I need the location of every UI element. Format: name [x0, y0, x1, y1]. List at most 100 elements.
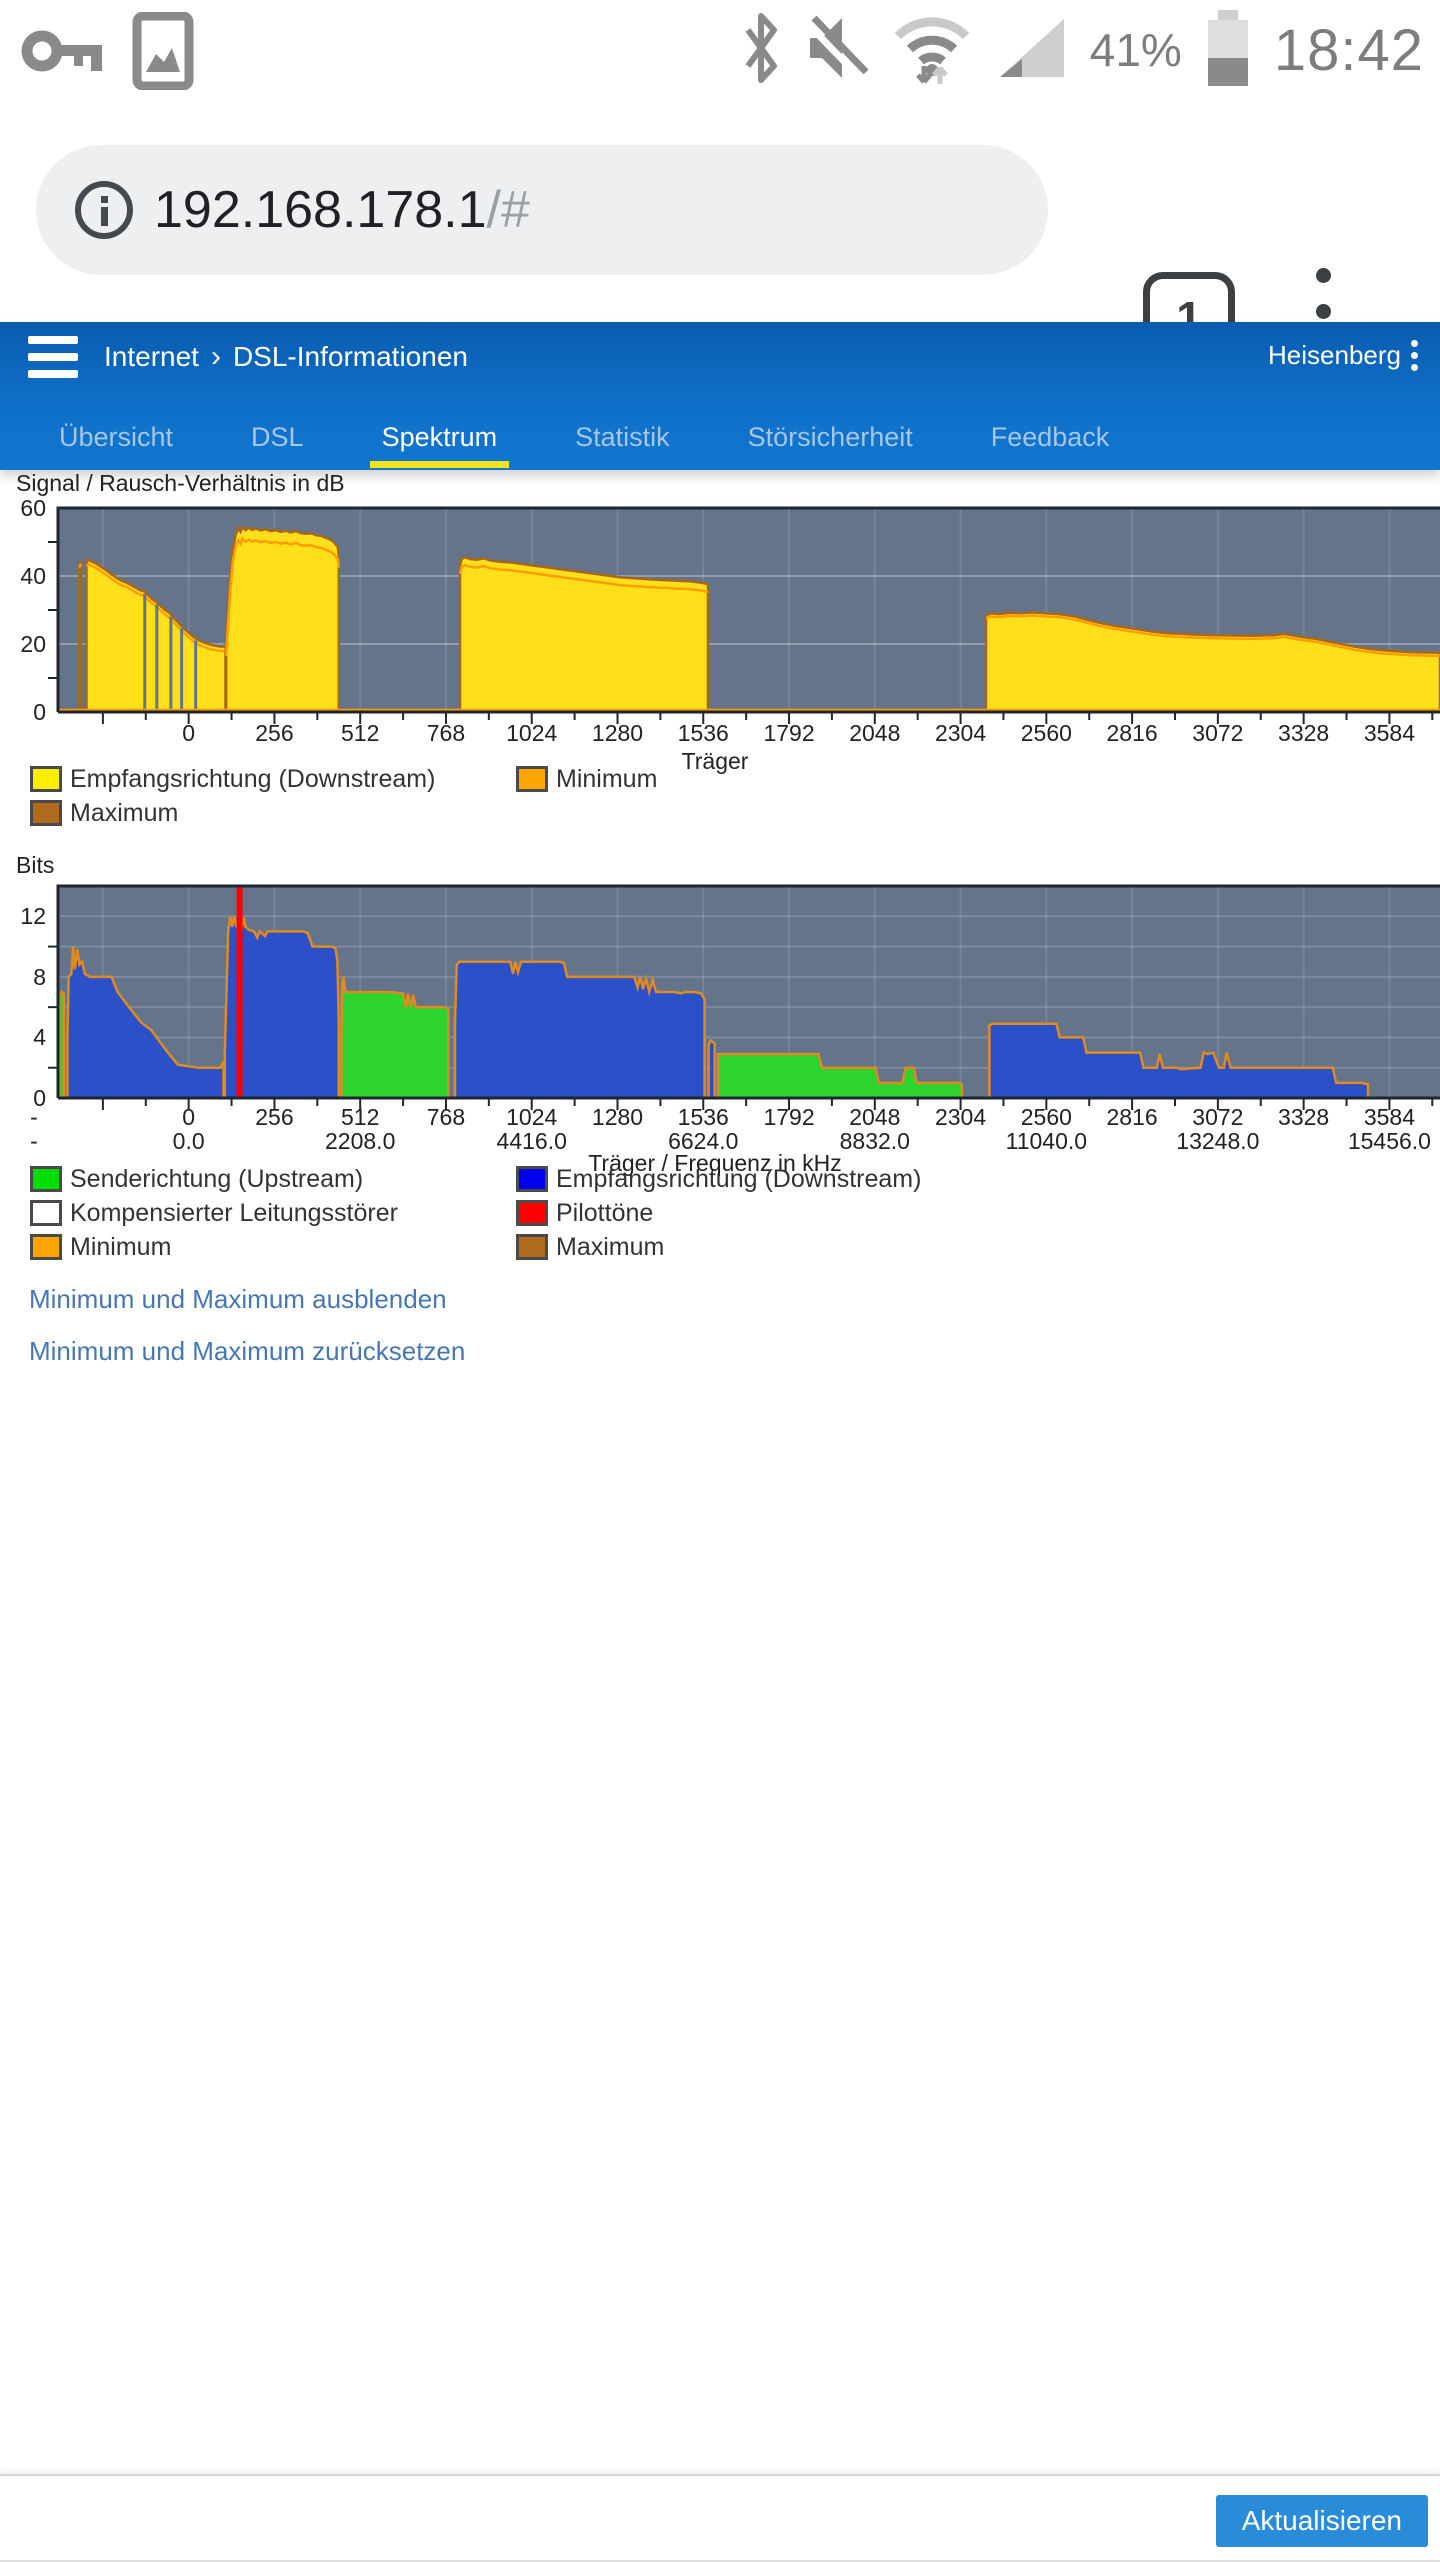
- y-tick-label: 60: [20, 495, 46, 521]
- y-tick-label: 40: [20, 563, 46, 589]
- x-tick-label: 2048: [849, 720, 901, 746]
- legend-swatch: [30, 800, 62, 826]
- x-tick-label: 1280: [591, 1104, 644, 1130]
- battery-percent: 41%: [1089, 24, 1182, 76]
- tab-statistik[interactable]: Statistik: [575, 422, 670, 452]
- breadcrumb: Internet › DSL-Informationen: [104, 340, 468, 374]
- breadcrumb-page: DSL-Informationen: [232, 341, 468, 372]
- x-tick-label: 3584: [1363, 720, 1415, 746]
- y-tick-label: 20: [20, 631, 46, 657]
- action-links: Minimum und Maximum ausblenden Minimum un…: [29, 1284, 465, 1367]
- breadcrumb-root[interactable]: Internet: [104, 341, 199, 372]
- refresh-button[interactable]: Aktualisieren: [1215, 2495, 1428, 2547]
- tab-st-rsicherheit[interactable]: Störsicherheit: [747, 422, 913, 452]
- x-tick-label: 3072: [1192, 720, 1244, 746]
- legend-swatch: [30, 1234, 62, 1260]
- url-text[interactable]: 192.168.178.1/#: [154, 181, 530, 239]
- x-tick-label: 768: [426, 720, 466, 746]
- x-tick-label: 2560: [1020, 1104, 1072, 1130]
- tab-feedback[interactable]: Feedback: [990, 422, 1110, 452]
- x-tick-label: 2304: [934, 1104, 987, 1130]
- freq-tick-label: 0.0: [172, 1128, 205, 1154]
- x-tick-label: 256: [255, 720, 294, 746]
- legend-item: Maximum: [30, 798, 516, 828]
- wifi-icon: [890, 8, 974, 93]
- legend-label: Minimum: [556, 764, 658, 793]
- x-tick-label: 1536: [677, 1104, 729, 1130]
- x-tick-label: 1280: [591, 720, 644, 746]
- bits-chart: Bits 0 4 8 12 0 256 512 768 1024 1280 1536 1792 2048…: [0, 852, 1440, 1182]
- kebab-menu-icon: [1411, 340, 1418, 371]
- freq-tick-label: 11040.0: [1005, 1128, 1088, 1154]
- app-header: Internet › DSL-Informationen Heisenberg …: [0, 322, 1440, 470]
- freq-tick-label: 15456.0: [1347, 1128, 1431, 1154]
- y-tick-label: 12: [20, 903, 46, 930]
- bits-legend: Senderichtung (Upstream) Empfangsrichtung…: [30, 1164, 921, 1262]
- legend-label: Maximum: [556, 1232, 665, 1261]
- x-tick-label: 512: [341, 1104, 380, 1130]
- tab-bar: Übersicht DSL Spektrum Statistik Störsicherh…: [0, 405, 1440, 470]
- x-tick-label: 3072: [1192, 1104, 1244, 1130]
- legend-label: Kompensierter Leitungsstörer: [70, 1198, 398, 1227]
- y-tick-label: 0: [33, 699, 46, 725]
- y-tick-label: 0: [33, 1085, 46, 1111]
- screenshot-icon: [132, 11, 194, 95]
- url-bar[interactable]: 192.168.178.1/#: [36, 145, 1048, 275]
- freq-tick-label: 6624.0: [668, 1128, 739, 1154]
- snr-chart: Signal / Rausch-Verhältnis in dB 0 20 40 60…: [0, 470, 1440, 782]
- cell-signal-icon: [996, 15, 1068, 86]
- browser-toolbar: 192.168.178.1/# 1: [0, 100, 1440, 364]
- x-tick-label: 1792: [763, 720, 815, 746]
- legend-label: Minimum: [70, 1232, 172, 1261]
- legend-item: Senderichtung (Upstream): [30, 1164, 516, 1194]
- freq-tick-label: 8832.0: [839, 1128, 910, 1154]
- y-tick-label: 8: [33, 963, 46, 990]
- legend-swatch: [30, 766, 62, 792]
- chevron-right-icon: ›: [210, 340, 221, 373]
- legend-item: Kompensierter Leitungsstörer: [30, 1198, 516, 1228]
- url-suffix: /#: [486, 181, 530, 239]
- legend-label: Empfangsrichtung (Downstream): [556, 1164, 922, 1193]
- legend-swatch: [30, 1166, 62, 1192]
- x-tick-label: 1024: [506, 720, 558, 746]
- link-zurücksetzen[interactable]: Minimum und Maximum zurücksetzen: [29, 1336, 466, 1366]
- x-tick-label: 1024: [506, 1104, 558, 1130]
- x-tick-label: 2560: [1020, 720, 1072, 746]
- clipped-tick-label: -: [30, 1104, 38, 1130]
- freq-tick-label: 2208.0: [325, 1128, 396, 1154]
- user-menu[interactable]: Heisenberg: [1268, 340, 1418, 371]
- x-tick-label: 1536: [677, 720, 729, 746]
- x-tick-label: 768: [426, 1104, 466, 1130]
- legend-label: Maximum: [70, 798, 179, 827]
- bluetooth-icon: [740, 10, 782, 91]
- x-tick-label: 3328: [1278, 1104, 1330, 1130]
- tab-spektrum[interactable]: Spektrum: [369, 405, 509, 470]
- legend-label: Empfangsrichtung (Downstream): [70, 764, 436, 793]
- mute-icon: [804, 10, 869, 91]
- snr-chart-title: Signal / Rausch-Verhältnis in dB: [16, 470, 345, 496]
- x-tick-label: 2048: [849, 1104, 901, 1130]
- tab--bersicht[interactable]: Übersicht: [59, 422, 174, 452]
- footer-bar: Aktualisieren: [0, 2474, 1440, 2562]
- legend-swatch: [516, 766, 548, 792]
- hamburger-menu-icon[interactable]: [28, 336, 78, 378]
- legend-label: Pilottöne: [556, 1198, 654, 1227]
- x-tick-label: 2816: [1106, 1104, 1158, 1130]
- snr-plot: [48, 506, 1440, 724]
- user-name: Heisenberg: [1268, 340, 1401, 370]
- legend-item: Pilottöne: [516, 1198, 921, 1228]
- page-info-icon[interactable]: [72, 178, 136, 242]
- legend-item: Empfangsrichtung (Downstream): [516, 1164, 921, 1194]
- tab-dsl[interactable]: DSL: [251, 422, 304, 452]
- x-tick-label: 1792: [763, 1104, 815, 1130]
- x-tick-label: 0: [182, 1104, 196, 1130]
- legend-label: Senderichtung (Upstream): [70, 1164, 364, 1193]
- legend-item: Empfangsrichtung (Downstream): [30, 764, 516, 794]
- key-icon: [18, 13, 104, 94]
- y-tick-label: 4: [33, 1024, 46, 1051]
- freq-tick-label: 13248.0: [1176, 1128, 1260, 1154]
- x-tick-label: 256: [255, 1104, 294, 1130]
- link-ausblenden[interactable]: Minimum und Maximum ausblenden: [29, 1284, 447, 1314]
- bits-plot: [48, 884, 1440, 1110]
- legend-item: Minimum: [516, 764, 657, 794]
